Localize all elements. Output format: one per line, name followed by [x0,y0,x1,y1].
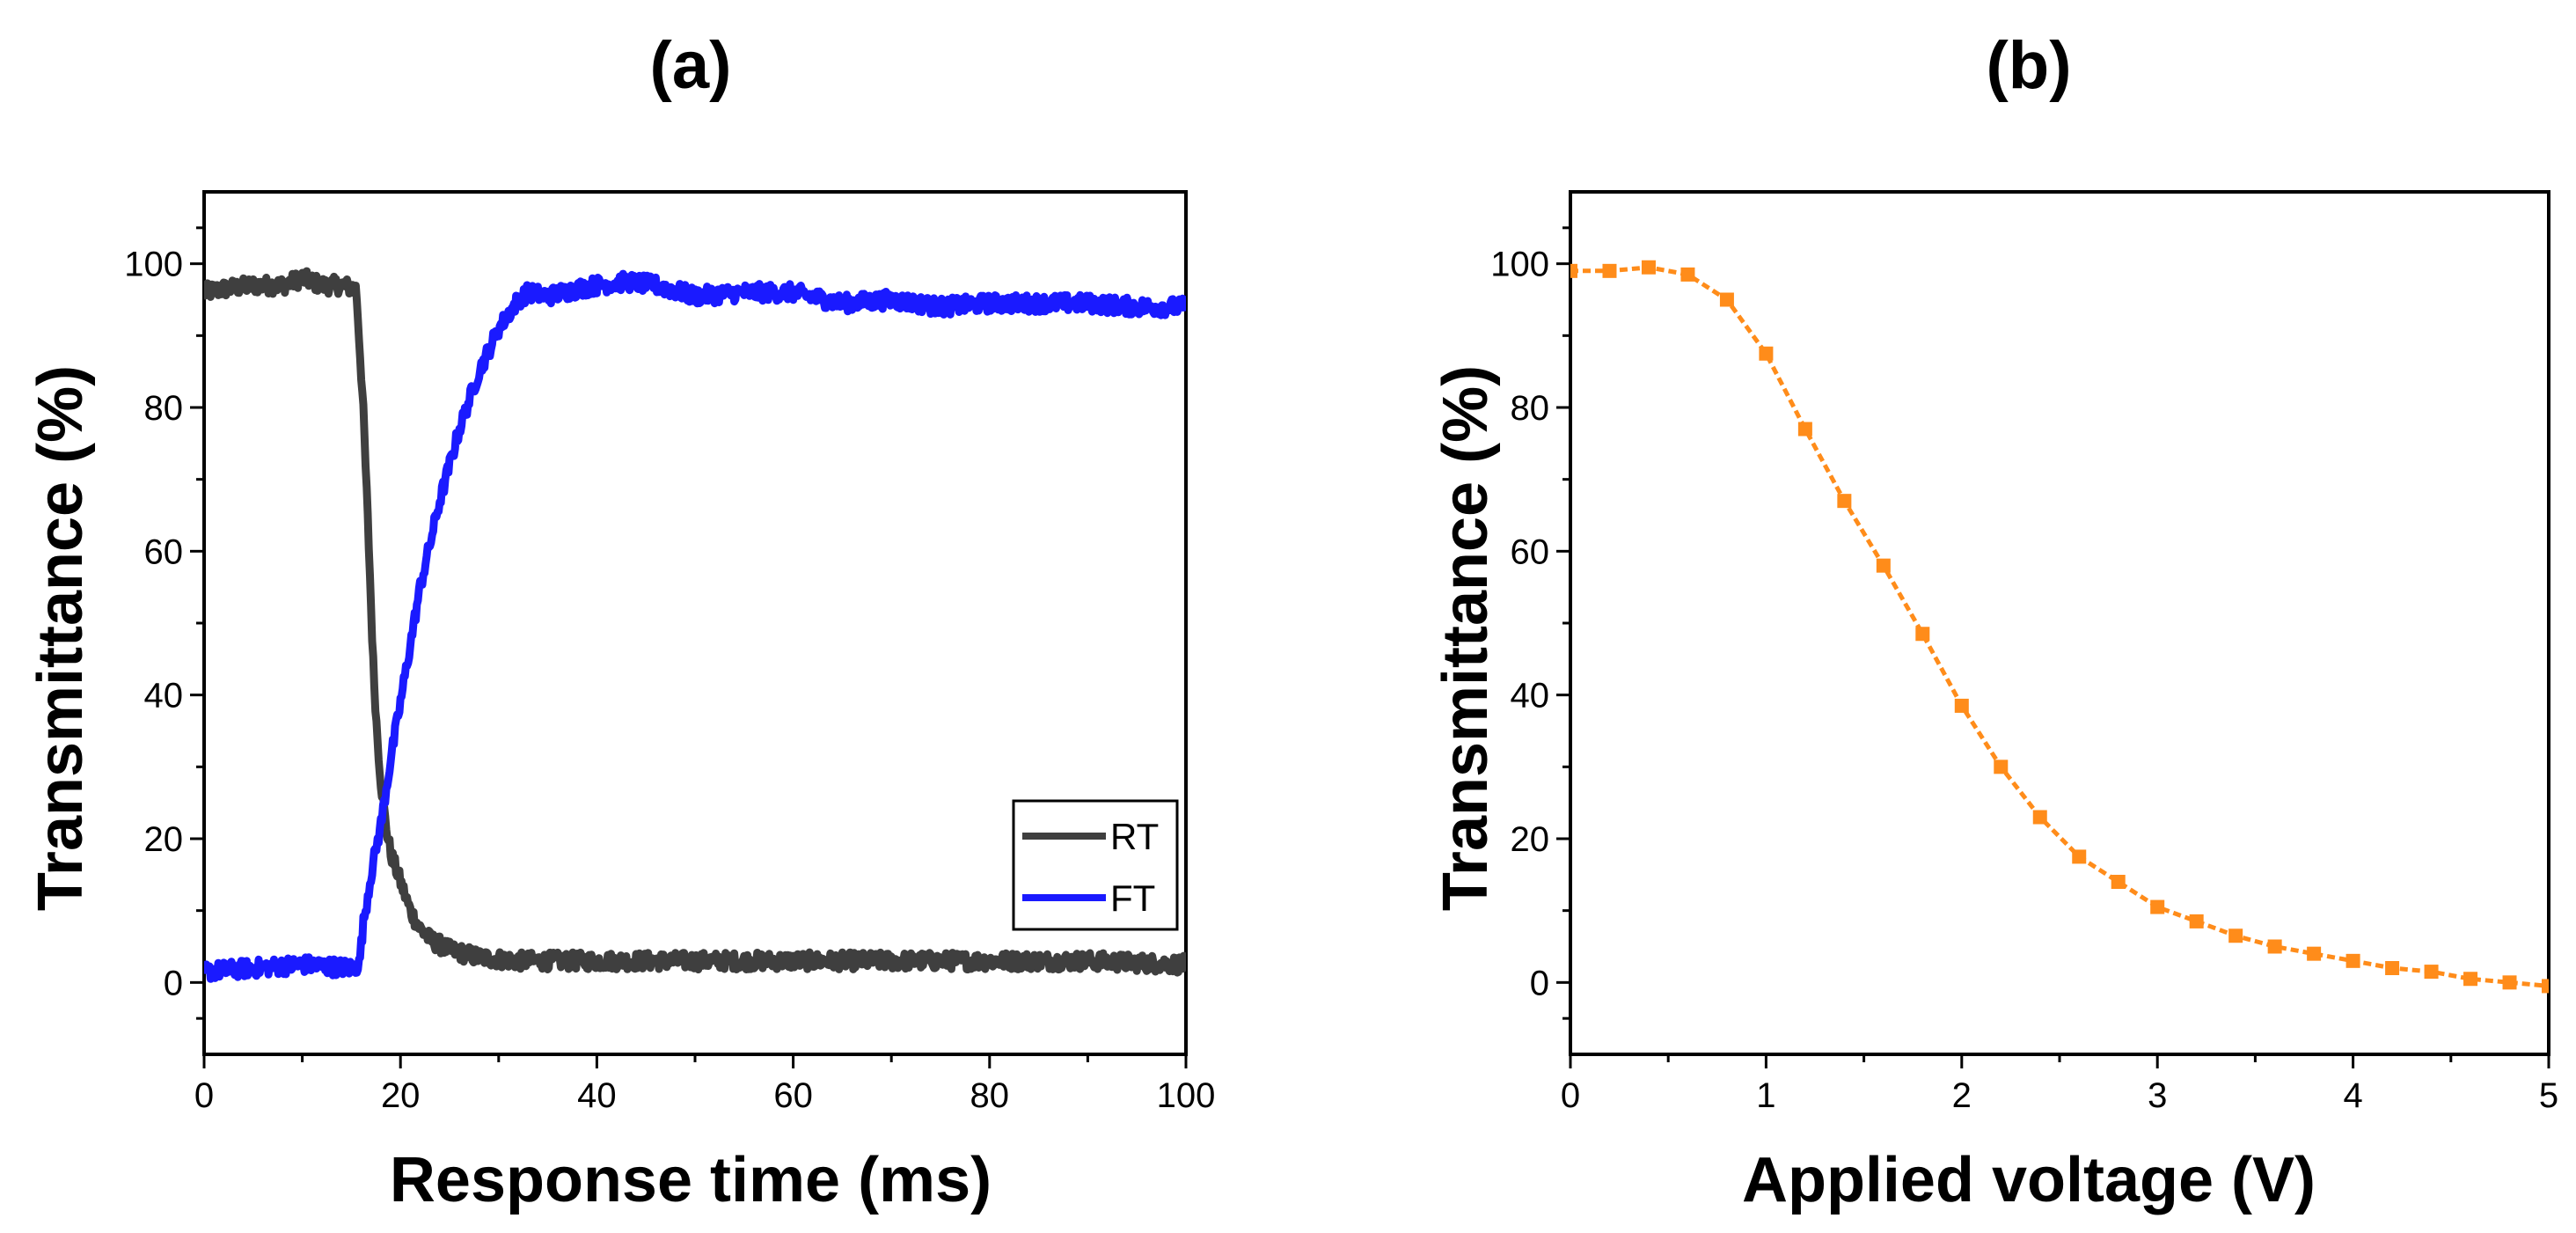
chart-a-series-ft-line [204,269,1186,983]
chart-b-series-transmittance-point [1602,263,1617,278]
chart-b-x-tick-label: 2 [1952,1076,1972,1115]
chart-b-series-transmittance-point [2542,979,2549,994]
chart-b-series-transmittance-point [2502,975,2517,990]
chart-b: Applied voltage (V) Transmittance (%) 0 1… [1431,190,2558,1215]
chart-b-series-transmittance-line [1570,265,2549,988]
chart-b-series-transmittance-point [1680,267,1695,282]
chart-b-series-transmittance-point [2307,946,2322,961]
chart-a-y-axis-title: Transmittance (%) [26,365,96,911]
chart-a-y-tick-label: 100 [124,246,183,284]
chart-a-legend-label-ft: FT [1110,877,1155,919]
panel-b-label: (b) [1986,28,2071,103]
chart-b-y-tick-label: 60 [1511,532,1550,571]
chart-b-series-transmittance-point [2189,914,2204,928]
chart-b-series-transmittance-point [2111,875,2126,889]
chart-a-x-tick-label: 80 [970,1076,1010,1115]
chart-b-series-transmittance-point [1837,494,1852,509]
chart-a-legend-label-rt: RT [1110,816,1159,857]
chart-a-y-tick-label: 20 [144,820,184,859]
chart-a-x-tick-label: 40 [577,1076,617,1115]
chart-a-y-tick-label: 0 [164,964,183,1002]
chart-a-x-tick-label: 0 [194,1076,214,1115]
chart-a-y-tick-label: 60 [144,532,184,571]
chart-b-series-transmittance-point [2424,965,2439,980]
chart-b-y-tick-label: 20 [1511,820,1550,859]
chart-b-y-axis-title: Transmittance (%) [1431,365,1501,911]
chart-b-series-transmittance-point [1570,263,1577,278]
chart-b-series-transmittance-point [1876,558,1891,573]
chart-b-series-transmittance-point [1797,422,1812,437]
chart-a: Response time (ms) Transmittance (%) 0 20… [26,190,1216,1215]
chart-b-series-transmittance-point [1719,292,1734,307]
chart-a-x-tick-label: 20 [381,1076,421,1115]
chart-b-x-tick-label: 0 [1561,1076,1580,1115]
chart-b-data [1570,260,2549,994]
chart-a-legend-box [1012,799,1179,931]
chart-b-series-transmittance-point [2150,899,2165,914]
chart-a-x-axis-title: Response time (ms) [390,1145,992,1215]
chart-b-x-tick-label: 1 [1756,1076,1775,1115]
chart-b-x-tick-label: 3 [2148,1076,2167,1115]
chart-b-x-axis-title: Applied voltage (V) [1742,1145,2316,1215]
chart-b-series-transmittance-point [2267,939,2282,954]
chart-a-data [204,267,1186,983]
chart-b-series-transmittance-point [1954,698,1969,713]
chart-b-series-transmittance-point [1915,627,1930,642]
chart-b-series-transmittance-point [1994,760,2009,774]
chart-b-series-transmittance-point [2385,961,2400,975]
chart-b-y-tick-label: 0 [1530,964,1549,1002]
chart-a-y-tick-label: 40 [144,677,184,716]
chart-a-series-rt-line [204,267,1186,977]
chart-b-y-tick-label: 80 [1511,389,1550,428]
chart-b-y-tick-label: 100 [1490,246,1549,284]
chart-b-series-transmittance-point [2345,953,2360,968]
chart-b-series-transmittance-point [1759,346,1774,361]
chart-b-x-tick-label: 5 [2539,1076,2558,1115]
chart-b-x-tick-label: 4 [2343,1076,2362,1115]
panel-a-label: (a) [650,28,732,103]
chart-a-x-tick-label: 60 [773,1076,813,1115]
chart-b-series-transmittance-point [2072,849,2087,864]
chart-b-plot-frame [1569,190,2550,1056]
chart-b-series-transmittance-point [2463,972,2478,987]
chart-a-y-tick-label: 80 [144,389,184,428]
chart-b-series-transmittance-point [2228,928,2243,943]
chart-b-y-tick-label: 40 [1511,677,1550,716]
chart-b-series-transmittance-point [2032,810,2047,825]
chart-b-series-transmittance-point [1641,260,1656,275]
chart-a-x-tick-label: 100 [1157,1076,1216,1115]
